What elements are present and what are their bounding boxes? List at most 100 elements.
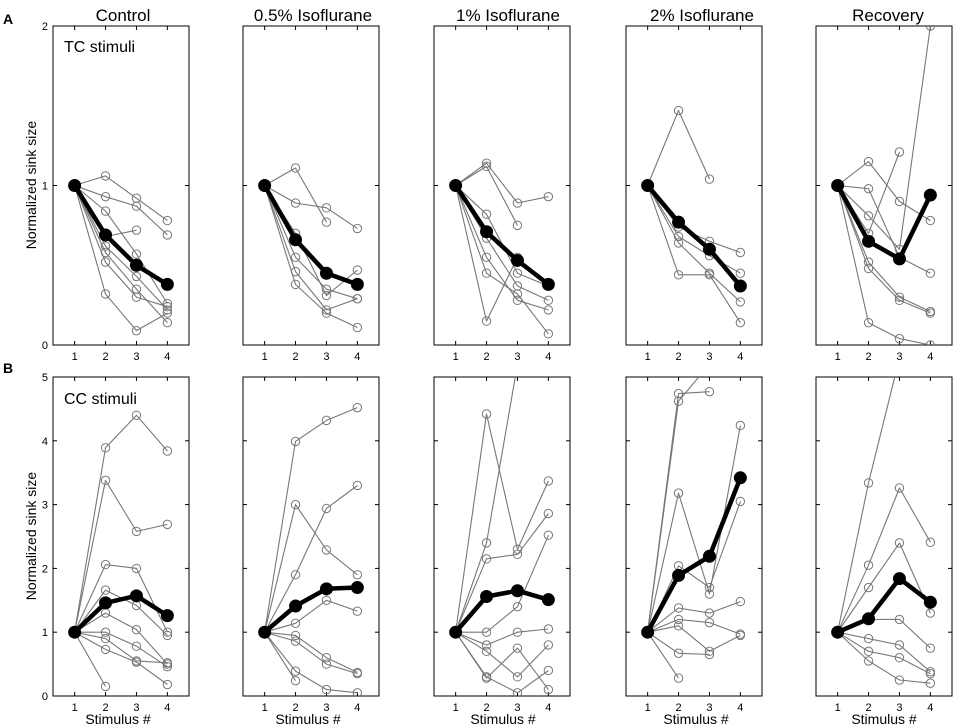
data-point bbox=[131, 624, 142, 635]
y-tick-label: 5 bbox=[42, 372, 48, 384]
panel-b-5: 1 2 3 4 bbox=[815, 376, 953, 714]
data-point bbox=[321, 308, 332, 318]
mean-point bbox=[68, 625, 82, 639]
data-point bbox=[321, 595, 332, 605]
data-point bbox=[131, 225, 142, 235]
individual-series-line bbox=[647, 631, 679, 679]
data-point bbox=[162, 215, 173, 226]
data-point bbox=[863, 656, 874, 666]
data-point bbox=[894, 333, 905, 344]
x-tick-label: 4 bbox=[164, 351, 170, 363]
data-point bbox=[512, 268, 523, 278]
individual-series-line bbox=[264, 504, 358, 633]
x-tick-label: 2 bbox=[292, 351, 298, 363]
tc-stimuli-label: TC stimuli bbox=[64, 39, 135, 56]
x-tick-label: 2 bbox=[102, 351, 108, 363]
individual-series-line bbox=[837, 377, 896, 633]
data-point bbox=[481, 646, 492, 657]
data-point bbox=[481, 268, 492, 278]
data-point bbox=[352, 294, 363, 304]
mean-point bbox=[449, 625, 463, 639]
mean-point bbox=[480, 225, 494, 239]
mean-point bbox=[892, 252, 906, 266]
x-tick-label: 3 bbox=[133, 702, 139, 714]
data-point bbox=[673, 388, 684, 399]
panel-a-3: 1 2 3 4 bbox=[433, 25, 571, 363]
panel-a-2: 1 2 3 4 bbox=[242, 25, 380, 363]
individual-series-line bbox=[74, 631, 168, 685]
panel-b-3: 1 2 3 4 bbox=[433, 376, 571, 714]
cc-stimuli-label: CC stimuli bbox=[64, 391, 137, 408]
mean-series-line bbox=[836, 576, 932, 635]
data-point bbox=[352, 322, 363, 333]
data-point bbox=[162, 519, 173, 530]
individual-series-line bbox=[455, 185, 549, 335]
data-point bbox=[863, 582, 874, 593]
data-point bbox=[735, 496, 746, 507]
x-tick-label: 2 bbox=[865, 351, 871, 363]
data-point bbox=[673, 238, 684, 248]
mean-series-line bbox=[262, 184, 359, 287]
x-axis-label-3: Stimulus # bbox=[470, 711, 536, 727]
data-point bbox=[894, 147, 905, 157]
x-tick-label: 2 bbox=[675, 702, 681, 714]
x-tick-label: 4 bbox=[354, 702, 360, 714]
data-point bbox=[100, 627, 111, 637]
mean-point bbox=[350, 277, 364, 291]
mean-point bbox=[702, 242, 716, 256]
axes-frame bbox=[242, 376, 380, 697]
x-tick-label: 4 bbox=[545, 702, 551, 714]
panel-b-4: 1 2 3 4 bbox=[625, 376, 763, 714]
plot-area bbox=[68, 171, 174, 336]
x-tick-label: 4 bbox=[354, 351, 360, 363]
individual-series-line bbox=[455, 413, 549, 633]
mean-point bbox=[541, 593, 555, 607]
data-point bbox=[673, 648, 684, 658]
data-point bbox=[863, 633, 874, 644]
mean-point bbox=[258, 179, 272, 192]
panel-grid: 1 2 3 4 0 1 2 1 2 3 4 1 2 3 4 1 2 3 4 1 2 3 4 1 2 3 4 0 1 2 3 4 5 1 2 3 4 1 2 3… bbox=[42, 21, 953, 714]
x-tick-label: 3 bbox=[896, 351, 902, 363]
axes-frame bbox=[52, 376, 190, 697]
y-tick-label: 0 bbox=[42, 340, 48, 352]
data-point bbox=[481, 252, 492, 262]
x-tick-label: 3 bbox=[323, 351, 329, 363]
data-point bbox=[131, 292, 142, 302]
data-point bbox=[673, 231, 684, 242]
individual-series-line bbox=[647, 185, 741, 303]
x-tick-label: 4 bbox=[927, 702, 933, 714]
individual-series-line bbox=[455, 631, 549, 694]
data-point bbox=[100, 475, 111, 486]
mean-series-line bbox=[835, 184, 933, 262]
data-point bbox=[131, 325, 142, 336]
individual-series-line bbox=[837, 185, 931, 314]
individual-series-line bbox=[837, 184, 931, 274]
panel-b-1: 1 2 3 4 0 1 2 3 4 5 bbox=[42, 372, 190, 714]
data-point bbox=[321, 290, 332, 301]
x-tick-label: 3 bbox=[896, 702, 902, 714]
x-tick-label: 2 bbox=[102, 702, 108, 714]
data-point bbox=[735, 596, 746, 607]
data-point bbox=[704, 386, 715, 397]
data-point bbox=[162, 627, 173, 637]
x-tick-label: 2 bbox=[865, 702, 871, 714]
individual-series-line bbox=[455, 377, 516, 633]
y-tick-label: 4 bbox=[42, 436, 48, 448]
axes-frame bbox=[433, 376, 571, 697]
individual-series-line bbox=[837, 542, 931, 633]
mean-point bbox=[862, 234, 876, 248]
x-tick-label: 3 bbox=[706, 702, 712, 714]
x-tick-label: 3 bbox=[514, 351, 520, 363]
row-label-a: A bbox=[3, 11, 13, 27]
data-point bbox=[290, 675, 301, 686]
mean-point bbox=[319, 582, 333, 596]
data-point bbox=[704, 608, 715, 618]
data-point bbox=[162, 230, 173, 240]
individual-series-line bbox=[837, 161, 931, 222]
column-title-recovery: Recovery bbox=[852, 6, 924, 25]
data-point bbox=[894, 640, 905, 650]
mean-point bbox=[541, 277, 555, 291]
individual-series-line bbox=[455, 185, 549, 311]
data-point bbox=[863, 211, 874, 221]
mean-point bbox=[641, 179, 655, 192]
